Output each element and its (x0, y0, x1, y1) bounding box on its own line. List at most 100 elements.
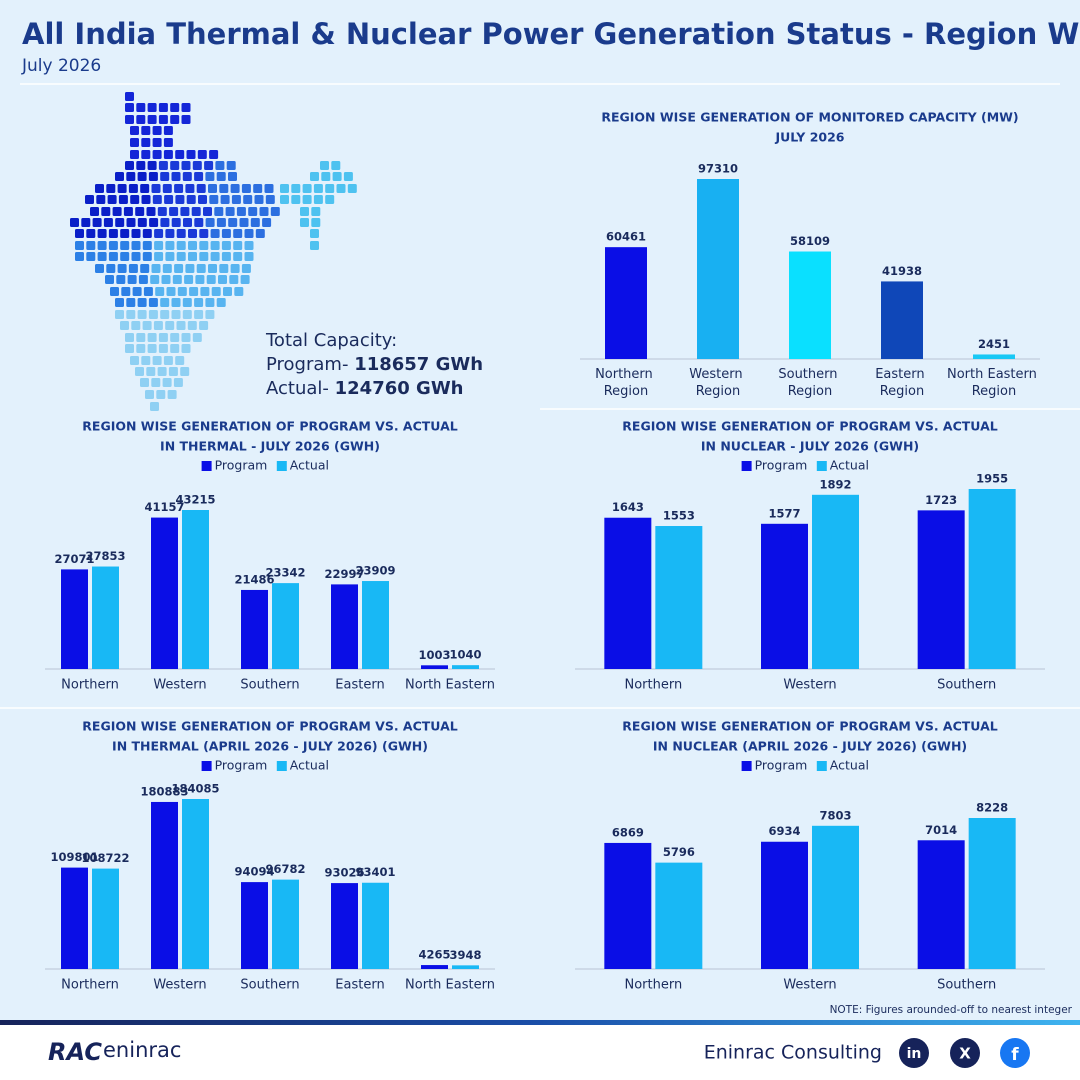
map-dot (171, 298, 181, 307)
map-dot (142, 252, 152, 261)
map-dot (310, 172, 319, 181)
map-dot (194, 298, 204, 307)
x-tick-label: North Eastern Region (947, 367, 1041, 399)
map-dot (155, 287, 165, 296)
map-dot (142, 321, 152, 330)
map-dot (123, 207, 133, 216)
map-dot (311, 207, 321, 216)
map-dot (95, 184, 104, 193)
map-dot (107, 195, 117, 204)
chart-title: IN NUCLEAR - JULY 2026 (GWH) (701, 439, 919, 454)
map-dot (206, 275, 216, 284)
linkedin-icon[interactable] (899, 1038, 929, 1068)
map-dot (152, 126, 162, 135)
map-dot (313, 184, 323, 193)
map-dot (265, 195, 275, 204)
map-dot (140, 264, 150, 273)
map-dot (200, 287, 210, 296)
value-label: 27071 (54, 552, 94, 566)
map-dot (225, 207, 235, 216)
map-dot (336, 184, 346, 193)
value-label: 1040 (449, 648, 481, 662)
map-dot (177, 287, 187, 296)
map-dot (175, 356, 185, 365)
map-dot (151, 184, 161, 193)
india-map (70, 92, 357, 411)
map-dot (214, 207, 224, 216)
map-dot (182, 310, 192, 319)
map-dot (170, 103, 180, 112)
value-label: 43215 (175, 493, 215, 507)
map-dot (176, 229, 186, 238)
capacity-actual: Actual- 124760 GWh (266, 378, 463, 399)
map-dot (187, 321, 197, 330)
map-dot (291, 184, 301, 193)
map-dot (103, 218, 113, 227)
map-dot (205, 172, 215, 181)
bar (761, 841, 808, 969)
map-dot (320, 161, 329, 170)
map-dot (185, 184, 195, 193)
map-dot (136, 161, 146, 170)
map-dot (181, 103, 191, 112)
value-label: 5796 (663, 845, 695, 859)
map-dot (174, 184, 184, 193)
value-label: 1643 (612, 500, 644, 514)
value-label: 22997 (324, 567, 364, 581)
map-dot (160, 310, 170, 319)
map-dot (108, 252, 118, 261)
map-dot (175, 195, 185, 204)
logo-right: eninrac (103, 1038, 181, 1062)
map-dot (300, 218, 309, 227)
map-dot (125, 344, 134, 353)
map-dot (311, 218, 321, 227)
capacity-program: Program- 118657 GWh (266, 354, 483, 375)
map-dot (270, 207, 280, 216)
map-dot (181, 344, 191, 353)
map-dot (160, 218, 170, 227)
bar (151, 801, 178, 969)
map-dot (143, 287, 153, 296)
map-dot (130, 150, 139, 159)
x-icon[interactable] (950, 1038, 980, 1068)
linkedin-text[interactable]: in (907, 1046, 922, 1062)
legend-swatch (741, 461, 752, 471)
map-dot (154, 241, 164, 250)
x-tick-label: Western (783, 978, 836, 993)
map-dot (234, 287, 244, 296)
map-dot (108, 229, 118, 238)
bar (331, 584, 358, 669)
map-dot (181, 161, 191, 170)
map-dot (219, 184, 229, 193)
map-dot (230, 264, 240, 273)
map-dot (231, 195, 241, 204)
facebook-text[interactable]: f (1011, 1045, 1019, 1065)
map-dot (216, 172, 226, 181)
map-dot (180, 367, 190, 376)
bar (604, 517, 652, 669)
x-text[interactable]: X (959, 1045, 971, 1063)
map-dot (216, 298, 226, 307)
map-dot (199, 321, 209, 330)
facebook-icon[interactable] (1000, 1038, 1030, 1068)
legend-label: Actual (290, 758, 329, 773)
map-dot (188, 229, 197, 238)
map-dot (158, 115, 168, 124)
map-dot (209, 195, 219, 204)
x-tick-label: Southern Region (778, 367, 841, 399)
map-dot (160, 298, 170, 307)
chart-title: IN THERMAL - JULY 2026 (GWH) (160, 439, 380, 454)
map-dot (196, 184, 206, 193)
value-label: 1003 (418, 648, 450, 662)
map-dot (180, 207, 190, 216)
x-tick-label: Southern (240, 678, 299, 693)
x-tick-label: North Eastern (405, 978, 495, 993)
map-dot (228, 172, 237, 181)
map-dot (171, 310, 181, 319)
map-dot (85, 195, 94, 204)
map-dot (126, 298, 136, 307)
map-dot (343, 172, 353, 181)
map-dot (347, 184, 357, 193)
map-dot (255, 229, 265, 238)
map-dot (130, 195, 140, 204)
